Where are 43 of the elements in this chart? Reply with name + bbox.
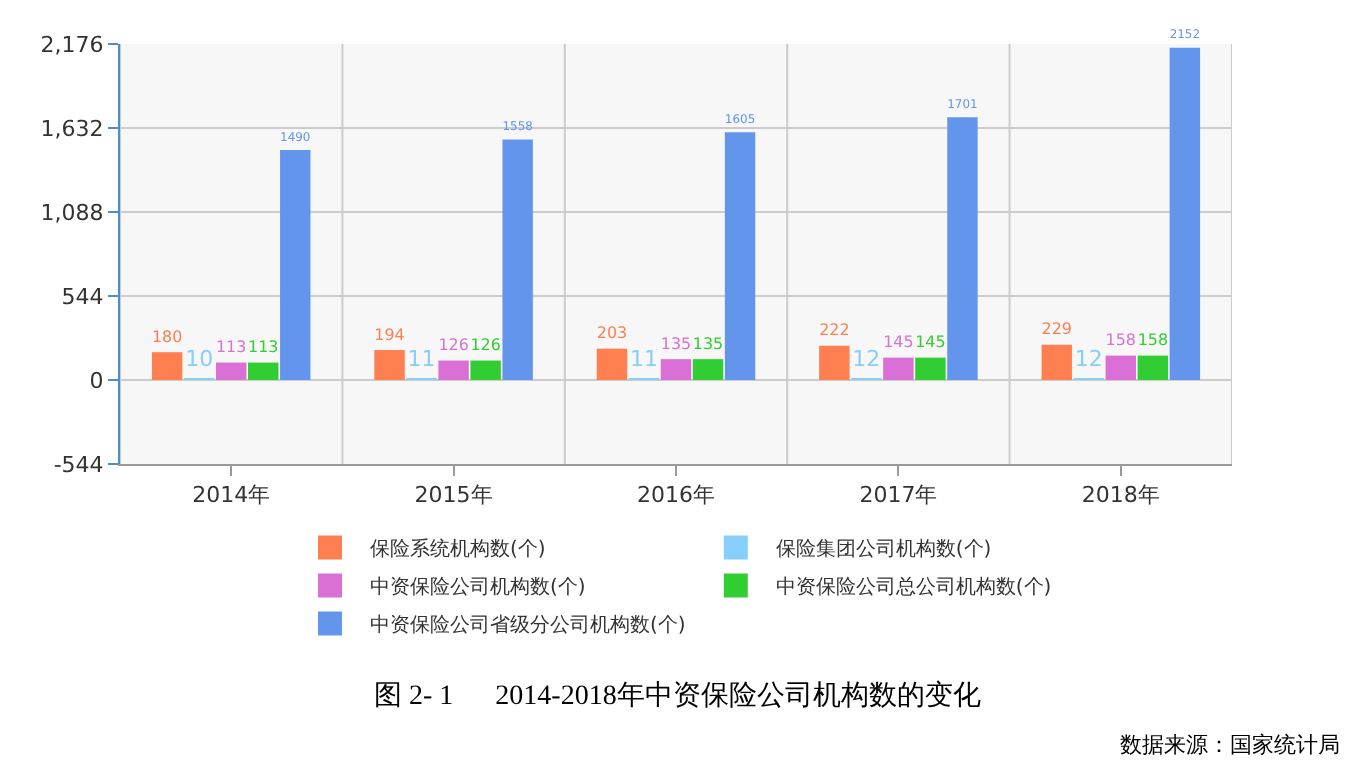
bar <box>660 359 692 380</box>
x-tick-label: 2016年 <box>637 482 715 509</box>
source-note: 数据来源：国家统计局 <box>1120 732 1340 758</box>
y-tick-label: 1,632 <box>40 115 104 142</box>
bar <box>374 350 405 380</box>
bar <box>596 348 628 380</box>
bar <box>1105 355 1137 380</box>
legend-label: 中资保险公司机构数(个) <box>370 575 586 600</box>
x-tick-label: 2014年 <box>192 482 271 509</box>
bar <box>470 360 501 380</box>
data-label: 12 <box>852 346 881 372</box>
legend-label: 中资保险公司总公司机构数(个) <box>775 575 1052 600</box>
x-tick-label: 2015年 <box>414 482 493 509</box>
y-tick-label: -544 <box>53 451 104 478</box>
bar <box>248 362 279 380</box>
data-label: 12 <box>1074 346 1103 372</box>
bar <box>1137 355 1169 380</box>
bar <box>1169 47 1201 380</box>
legend-label: 保险系统机构数(个) <box>370 537 546 562</box>
bar <box>1041 344 1072 380</box>
bar <box>883 357 914 380</box>
bar <box>947 117 978 380</box>
data-label: 10 <box>185 346 214 372</box>
legend-label: 保险集团公司机构数(个) <box>775 537 992 562</box>
bar <box>438 360 469 380</box>
bar <box>151 352 183 380</box>
bar <box>502 139 533 380</box>
bar <box>280 149 311 380</box>
x-tick-label: 2018年 <box>1081 482 1160 509</box>
text: 图 2- 1 2014-2018年中资保险公司机构数的变化 <box>374 680 981 712</box>
x-tick-label: 2017年 <box>859 482 938 509</box>
bar <box>215 362 247 380</box>
data-label: 11 <box>407 346 436 372</box>
bar <box>819 345 850 380</box>
y-tick-label: 1,088 <box>40 199 104 226</box>
bar <box>724 132 756 380</box>
bar <box>915 357 946 380</box>
y-tick-label: 544 <box>61 283 104 310</box>
y-tick-label: 0 <box>89 367 104 394</box>
data-label: 11 <box>629 346 658 372</box>
y-tick-label: 2,176 <box>40 31 104 58</box>
bar <box>692 359 724 380</box>
legend-label: 中资保险公司省级分公司机构数(个) <box>370 613 686 638</box>
